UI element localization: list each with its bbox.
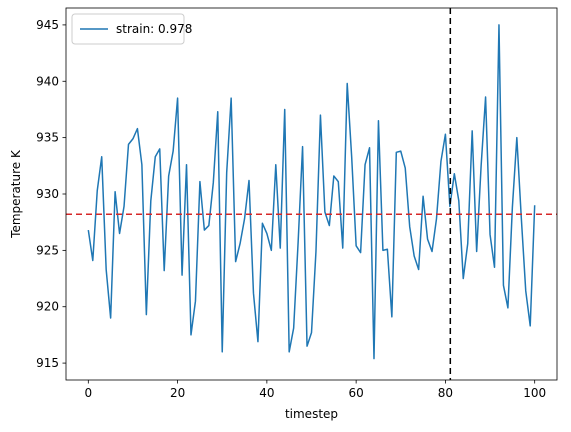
legend-box [71, 13, 185, 45]
legend: strain: 0.978 [71, 13, 192, 45]
x-tick-label: 60 [348, 386, 363, 400]
x-tick-label: 20 [170, 386, 185, 400]
axes-layer: 0 20 40 60 80 100 915 920 925 930 935 940 945 [36, 7, 558, 400]
x-axis-label: timestep [285, 407, 338, 421]
y-axis-label: Temperature K [9, 149, 23, 239]
plot-area [66, 8, 557, 380]
x-tick-label: 80 [438, 386, 453, 400]
x-tick-label: 0 [84, 386, 92, 400]
y-tick-label: 920 [36, 300, 59, 314]
y-tick-label: 945 [36, 18, 59, 32]
y-tick-label: 925 [36, 243, 59, 257]
y-tick-label: 915 [36, 356, 59, 370]
y-tick-label: 930 [36, 187, 59, 201]
y-tick-label: 935 [36, 131, 59, 145]
plot-layer [66, 8, 557, 380]
x-tick-label: 100 [523, 386, 546, 400]
legend-label-0: strain: 0.978 [116, 22, 192, 36]
x-tick-label: 40 [259, 386, 274, 400]
y-tick-label: 940 [36, 74, 59, 88]
series-line-0 [87, 24, 536, 360]
